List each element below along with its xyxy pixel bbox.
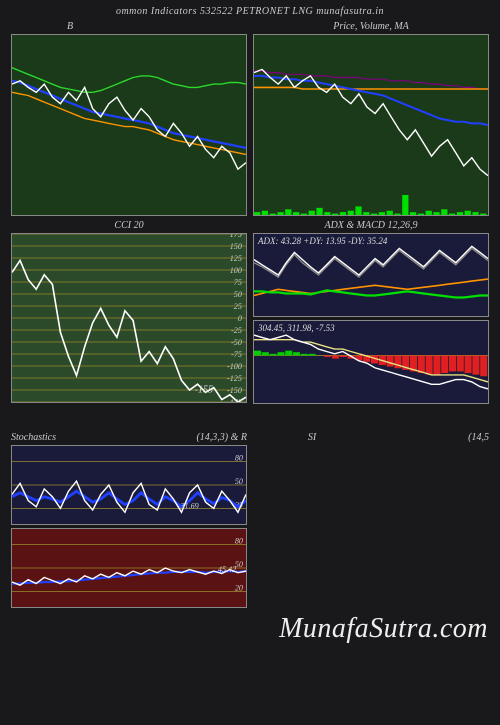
si-title-left: SI: [253, 432, 371, 443]
svg-text:125: 125: [230, 254, 242, 263]
svg-text:20: 20: [235, 583, 243, 592]
svg-text:80: 80: [235, 537, 243, 546]
macd-chart: 304.45, 311.98, -7.53: [253, 320, 489, 404]
adx-label: ADX: 43.28 +DY: 13.95 -DY: 35.24: [258, 236, 387, 246]
si-title: SI (14,5: [253, 432, 489, 443]
svg-text:-155: -155: [195, 384, 214, 395]
adx-title: ADX & MACD 12,26,9: [253, 220, 489, 231]
svg-text:31.69: 31.69: [179, 501, 198, 510]
watermark: MunafaSutra.com: [279, 613, 488, 645]
cci-title: CCI 20: [11, 220, 247, 231]
cci-panel: CCI 20 -175-150-125-100-75-50-2502550751…: [11, 220, 247, 404]
si-panel: SI (14,5: [253, 432, 489, 608]
adx-chart: ADX: 43.28 +DY: 13.95 -DY: 35.24: [253, 233, 489, 317]
svg-text:50: 50: [234, 290, 242, 299]
bb-panel: B: [11, 21, 247, 216]
row-3: Stochastics (14,3,3) & R 20508031.69 205…: [8, 432, 492, 608]
bb-title-left: B: [11, 21, 129, 32]
price-title-text: Price, Volume, MA: [253, 21, 489, 32]
svg-text:-50: -50: [231, 338, 242, 347]
row-2: CCI 20 -175-150-125-100-75-50-2502550751…: [8, 220, 492, 404]
svg-text:175: 175: [230, 234, 242, 239]
price-panel: Price, Volume, MA: [253, 21, 489, 216]
svg-text:-25: -25: [231, 326, 242, 335]
svg-text:-150: -150: [227, 386, 242, 395]
macd-label: 304.45, 311.98, -7.53: [258, 323, 335, 333]
row-1: B Price, Volume, MA: [8, 21, 492, 216]
cci-title-text: CCI 20: [11, 220, 247, 231]
price-chart: [253, 34, 489, 216]
svg-text:25: 25: [234, 302, 242, 311]
stoch-title-left: Stochastics: [11, 432, 129, 443]
svg-text:-100: -100: [227, 362, 242, 371]
si-title-right: (14,5: [371, 432, 489, 443]
bb-title: B: [11, 21, 247, 32]
svg-text:0: 0: [238, 314, 242, 323]
svg-text:45.42: 45.42: [218, 565, 236, 574]
bb-title-right: [129, 21, 247, 32]
stoch-chart: 20508031.69: [11, 445, 247, 525]
adx-title-text: ADX & MACD 12,26,9: [253, 220, 489, 231]
svg-text:75: 75: [234, 278, 242, 287]
rsi-chart: 20508045.42: [11, 528, 247, 608]
price-title: Price, Volume, MA: [253, 21, 489, 32]
svg-text:-75: -75: [231, 350, 242, 359]
svg-text:50: 50: [235, 477, 243, 486]
cci-chart: -175-150-125-100-75-50-25025507510012515…: [11, 233, 247, 403]
svg-text:-125: -125: [227, 374, 242, 383]
stoch-title: Stochastics (14,3,3) & R: [11, 432, 247, 443]
adxmacd-panel: ADX & MACD 12,26,9 ADX: 43.28 +DY: 13.95…: [253, 220, 489, 404]
svg-text:100: 100: [230, 266, 242, 275]
stoch-title-right: (14,3,3) & R: [129, 432, 247, 443]
svg-text:80: 80: [235, 454, 243, 463]
stoch-panel: Stochastics (14,3,3) & R 20508031.69 205…: [11, 432, 247, 608]
page-title: ommon Indicators 532522 PETRONET LNG mun…: [0, 0, 500, 17]
bb-chart: [11, 34, 247, 216]
svg-text:150: 150: [230, 242, 242, 251]
